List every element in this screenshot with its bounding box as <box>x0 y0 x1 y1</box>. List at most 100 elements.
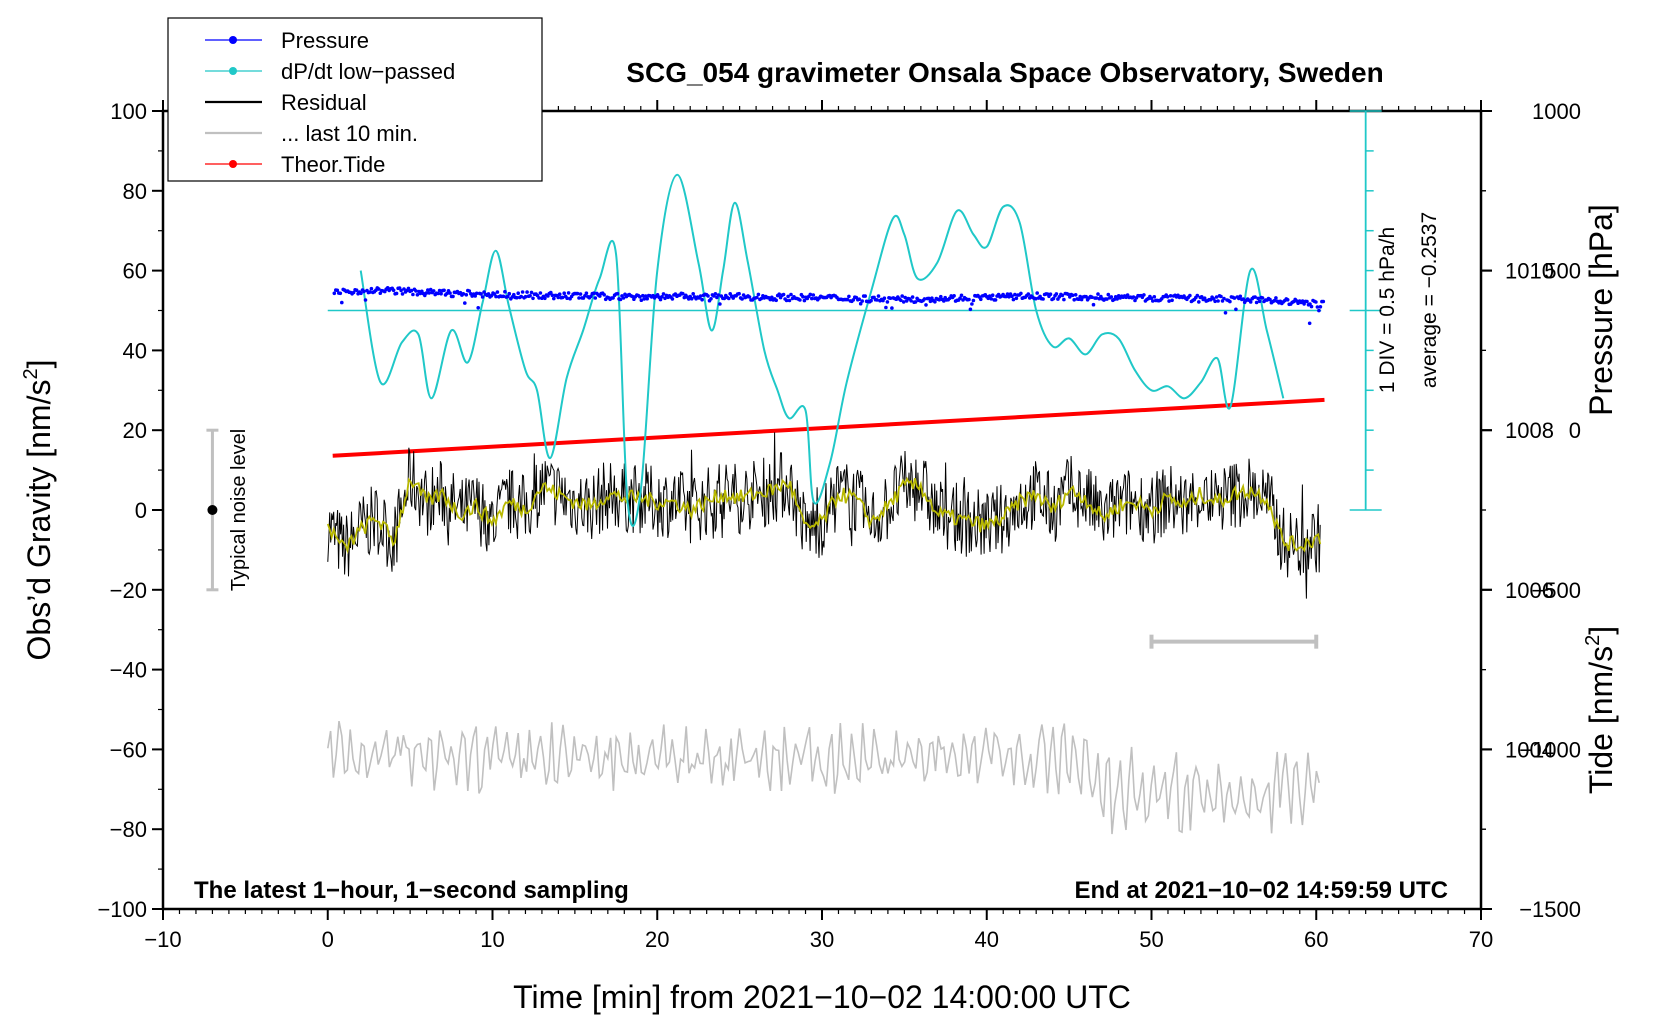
pressure-point <box>1260 296 1265 300</box>
pressure-point <box>592 291 596 296</box>
pressure-point <box>503 289 507 294</box>
annotation-noise: Typical noise level <box>228 429 250 591</box>
pressure-point <box>577 296 581 300</box>
pressure-point <box>737 291 741 296</box>
residual-smoothed-series <box>326 476 1322 555</box>
legend-label-pressure: Pressure <box>281 28 369 53</box>
y-tick-label: −40 <box>110 658 147 683</box>
pressure-point <box>660 295 664 299</box>
pressure-point <box>615 291 620 296</box>
pressure-point <box>863 294 867 298</box>
pressure-point <box>645 296 649 301</box>
pressure-point <box>1219 294 1223 299</box>
pressure-point <box>369 286 374 291</box>
legend-item-residual: Residual <box>205 90 367 115</box>
y-axis-title-tide-close: ] <box>1583 626 1619 635</box>
pressure-point <box>706 294 710 298</box>
pressure-point <box>1285 298 1290 302</box>
y-tick-label: 0 <box>135 498 147 523</box>
legend-item-dpdt: dP/dt low−passed <box>205 59 455 84</box>
legend-box <box>167 17 543 182</box>
pressure-point <box>439 291 443 296</box>
pressure-point <box>400 292 405 296</box>
y-tick-label: −100 <box>97 897 147 922</box>
legend-marker-tide <box>229 160 237 168</box>
pressure-point <box>903 295 907 300</box>
pressure-point <box>543 296 547 301</box>
pressure-point <box>811 293 816 297</box>
pressure-point <box>747 295 752 299</box>
pressure-point <box>523 294 528 299</box>
tide-tick-label: 500 <box>1544 259 1581 284</box>
y-tick-label: −60 <box>110 737 147 762</box>
x-tick-label: −10 <box>144 927 181 952</box>
pressure-point <box>937 298 942 302</box>
pressure-point <box>480 295 485 299</box>
pressure-point <box>359 291 363 296</box>
x-tick-label: 40 <box>975 927 999 952</box>
pressure-point <box>971 298 976 303</box>
pressure-point <box>428 287 433 292</box>
pressure-point <box>584 291 589 296</box>
pressure-point <box>1317 308 1321 313</box>
pressure-point <box>506 294 510 299</box>
pressure-point <box>602 293 606 297</box>
pressure-point <box>1314 300 1318 304</box>
pressure-point <box>884 305 888 310</box>
pressure-point <box>476 306 481 310</box>
pressure-point <box>774 298 778 303</box>
pressure-point <box>566 291 571 295</box>
pressure-point <box>910 295 915 299</box>
pressure-point <box>722 296 727 301</box>
pressure-point <box>1300 299 1305 303</box>
pressure-point <box>501 294 506 299</box>
pressure-point <box>495 290 500 294</box>
pressure-point <box>611 296 615 300</box>
pressure-point <box>557 292 562 297</box>
annotation-average: average = −0.2537 <box>1418 212 1441 388</box>
pressure-point <box>933 300 937 304</box>
pressure-point <box>845 297 850 302</box>
pressure-point <box>621 296 626 300</box>
pressure-point <box>1167 299 1171 303</box>
y-axis-title-tide-main: Tide [nm/s <box>1583 646 1619 794</box>
pressure-point <box>479 292 483 296</box>
pressure-point <box>638 295 642 299</box>
pressure-point <box>538 291 543 295</box>
y-axis-title-left-sup: 2 <box>20 368 42 379</box>
pressure-point <box>1152 295 1157 299</box>
pressure-point <box>1308 302 1312 306</box>
pressure-point <box>1238 294 1243 299</box>
pressure-point <box>1307 321 1312 326</box>
pressure-point <box>560 295 565 300</box>
last-10-min-bar <box>1149 634 1319 649</box>
x-tick-label: 30 <box>810 927 834 952</box>
pressure-point <box>332 291 337 296</box>
pressure-point <box>740 297 744 301</box>
pressure-point <box>970 302 974 306</box>
x-tick-label: 0 <box>322 927 334 952</box>
noise-bar-center <box>207 505 218 515</box>
tide-tick-label: 1000 <box>1532 99 1581 124</box>
pressure-point <box>1013 292 1017 297</box>
tide-tick-label: −1000 <box>1519 737 1581 762</box>
pressure-point <box>942 299 946 303</box>
pressure-point <box>362 289 366 294</box>
pressure-point <box>414 289 418 293</box>
pressure-point <box>808 292 813 297</box>
last-10-min-series <box>327 720 1320 835</box>
pressure-point <box>1151 299 1155 303</box>
y-axis-title-tide: Tide [nm/s2] <box>1582 626 1619 794</box>
pressure-point <box>1216 299 1220 303</box>
pressure-point <box>402 287 406 291</box>
pressure-point <box>689 296 694 301</box>
pressure-point <box>713 292 718 296</box>
pressure-point <box>1142 293 1146 297</box>
annotation-end-time: End at 2021−10−02 14:59:59 UTC <box>1074 877 1448 904</box>
y-tick-label: 60 <box>123 259 147 284</box>
pressure-point <box>424 291 429 295</box>
pressure-point <box>1315 305 1320 309</box>
pressure-point <box>512 292 516 297</box>
pressure-point <box>464 293 469 297</box>
pressure-point <box>1222 296 1226 301</box>
